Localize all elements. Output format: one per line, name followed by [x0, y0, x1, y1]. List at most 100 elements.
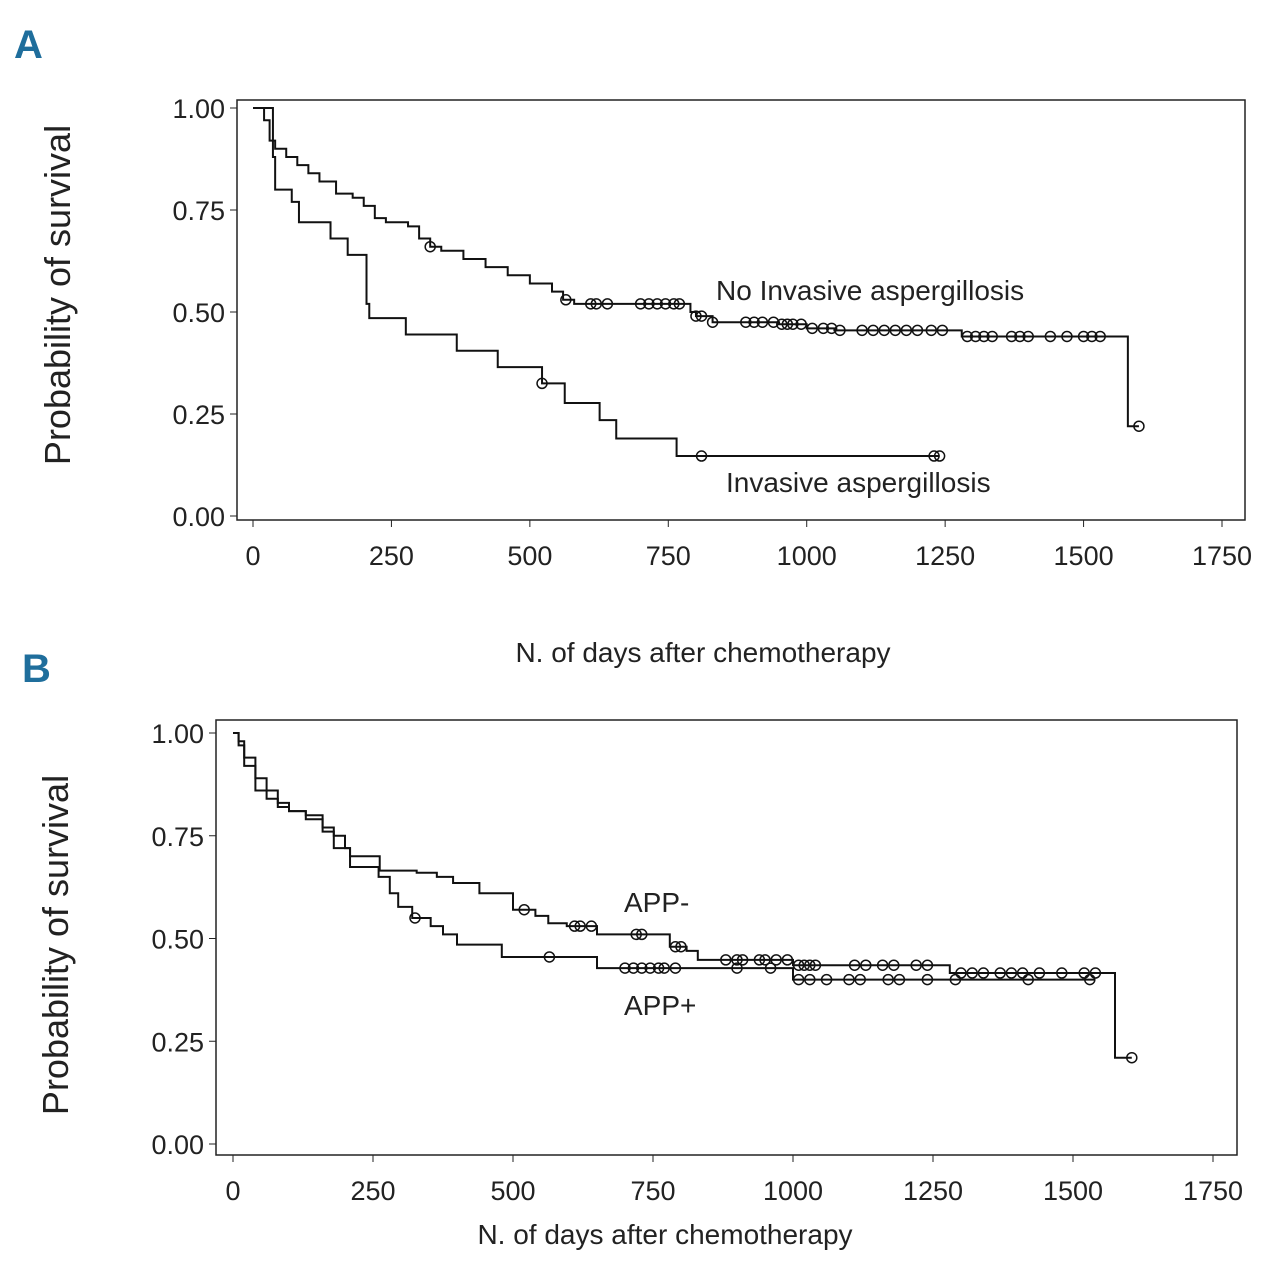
censor-mark: [651, 298, 663, 310]
censor-mark: [795, 318, 807, 330]
censor-mark: [731, 962, 743, 974]
y-tick-label: 0.50: [151, 925, 204, 955]
censor-mark: [652, 962, 665, 974]
survival-curve-a-2: [253, 107, 940, 458]
censor-mark: [1094, 330, 1106, 343]
censor-mark: [1077, 330, 1090, 343]
x-tick-label: 750: [646, 541, 691, 571]
censor-mark: [878, 324, 890, 337]
censor-mark: [856, 324, 868, 337]
censor-mark: [1089, 967, 1102, 979]
censor-mark: [798, 959, 810, 971]
censor-mark: [1084, 973, 1096, 986]
censor-mark: [854, 973, 866, 986]
censor-mark: [900, 324, 913, 337]
censor-mark: [820, 973, 833, 986]
plot-frame-b: [215, 719, 1238, 1156]
censor-mark: [585, 920, 598, 932]
censor-mark: [834, 324, 846, 337]
censor-mark: [424, 240, 436, 253]
censor-mark: [843, 973, 855, 986]
censor-mark: [1133, 420, 1145, 432]
censor-mark: [1126, 1051, 1138, 1064]
censor-mark: [560, 294, 572, 306]
x-tick-label: 500: [490, 1176, 535, 1206]
y-tick-label: 0.75: [172, 196, 225, 226]
y-tick-label: 0.75: [151, 822, 204, 852]
censor-mark: [409, 912, 421, 924]
censor-mark: [876, 959, 889, 971]
censor-mark: [781, 318, 794, 330]
censor-mark: [668, 298, 680, 310]
censor-mark: [574, 920, 586, 932]
survival-curve-a-1: [253, 107, 1139, 428]
censor-mark: [994, 967, 1006, 979]
censor-mark: [1056, 967, 1068, 979]
censor-mark: [643, 298, 655, 310]
censor-mark: [776, 318, 788, 330]
y-tick-label: 0.00: [172, 502, 225, 532]
y-tick-label: 1.00: [172, 94, 225, 124]
series-label-ia: Invasive aspergillosis: [726, 467, 991, 498]
censor-mark: [936, 324, 949, 337]
panel-label-b: B: [22, 647, 51, 691]
censor-mark: [695, 310, 708, 322]
censor-mark: [518, 903, 530, 916]
censor-mark: [969, 330, 982, 343]
censor-mark: [675, 940, 687, 953]
censor-mark: [627, 962, 640, 974]
censor-mark: [911, 324, 924, 337]
censor-mark: [736, 954, 749, 966]
censor-mark: [787, 318, 799, 330]
censor-mark: [888, 959, 900, 971]
censor-mark: [601, 298, 614, 310]
censor-mark: [1016, 967, 1029, 979]
censor-mark: [740, 316, 752, 328]
censor-mark: [825, 322, 838, 335]
censor-mark: [770, 954, 782, 966]
censor-mark: [921, 973, 934, 986]
panel-label-a: A: [14, 23, 43, 67]
censor-mark: [634, 298, 647, 310]
censor-mark: [792, 973, 805, 986]
censor-mark: [977, 967, 990, 979]
censor-mark: [706, 316, 719, 328]
censor-mark: [690, 310, 702, 322]
censor-mark: [806, 322, 819, 335]
censor-mark: [720, 954, 732, 966]
censor-mark: [804, 973, 816, 986]
censor-mark: [889, 324, 902, 337]
y-tick-label: 1.00: [151, 719, 204, 749]
censor-mark: [961, 330, 974, 343]
censor-mark: [590, 298, 603, 310]
x-axis-label-b: N. of days after chemotherapy: [477, 1219, 852, 1250]
censor-mark: [695, 450, 708, 462]
survival-curve-b-1: [233, 732, 1132, 1059]
censor-mark: [1078, 967, 1090, 979]
censor-mark: [978, 330, 990, 343]
censor-mark: [882, 973, 894, 986]
series-label-app-pos: APP+: [624, 990, 696, 1021]
censor-mark: [669, 962, 682, 974]
x-tick-label: 1500: [1054, 541, 1114, 571]
censor-mark: [925, 324, 938, 337]
censor-mark: [867, 324, 879, 337]
censor-mark: [748, 316, 760, 328]
censor-mark: [792, 959, 805, 971]
x-tick-label: 1250: [915, 541, 975, 571]
censor-mark: [753, 954, 766, 966]
x-tick-label: 750: [630, 1176, 675, 1206]
x-tick-label: 1250: [903, 1176, 963, 1206]
x-tick-label: 1750: [1192, 541, 1252, 571]
censor-mark: [966, 967, 978, 979]
y-tick-label: 0.25: [172, 400, 225, 430]
series-label-app-neg: APP-: [624, 887, 689, 918]
censor-mark: [756, 316, 769, 328]
x-tick-label: 1000: [763, 1176, 823, 1206]
y-tick-label: 0.00: [151, 1130, 204, 1160]
censor-mark: [955, 967, 967, 979]
censor-mark: [933, 450, 946, 462]
censor-mark: [644, 962, 656, 974]
censor-mark: [1033, 967, 1046, 979]
